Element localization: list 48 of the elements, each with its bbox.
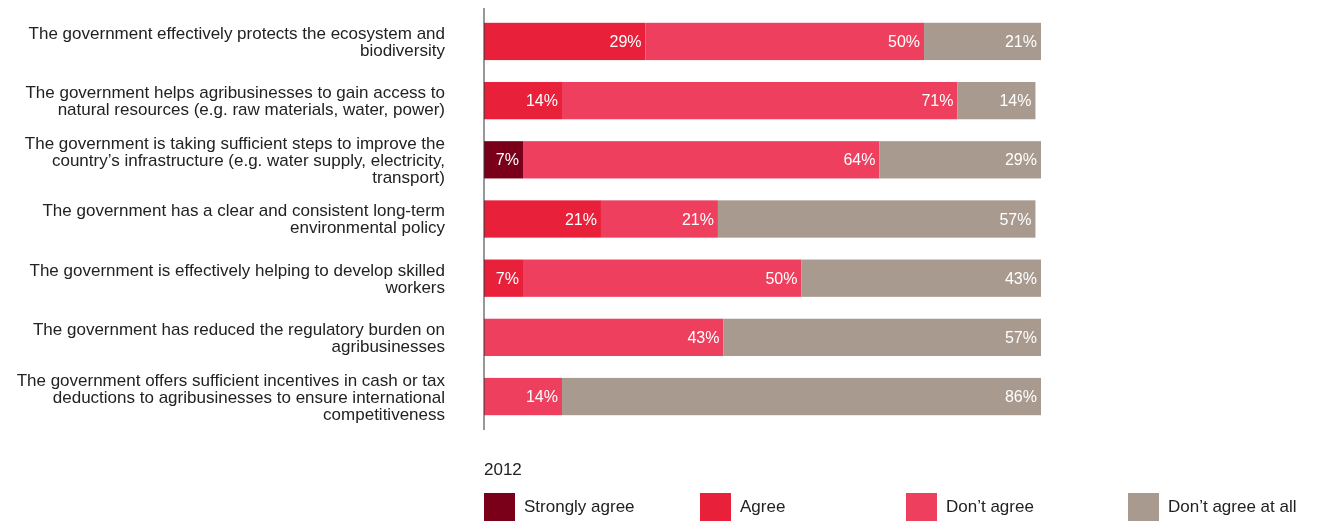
- bar: [723, 318, 1041, 357]
- bar: [717, 200, 1036, 238]
- bar: [561, 81, 958, 120]
- bar: [484, 200, 601, 238]
- y-tick-label: The government offers sufficient incentives in cash or tax deductions to agribusinesses to ensure international competitiveness: [16, 370, 446, 424]
- legend-title: 2012: [484, 460, 522, 479]
- data-label: 7%: [495, 151, 519, 169]
- legend-label: Don’t agree: [946, 497, 1034, 516]
- data-label: 21%: [564, 210, 597, 228]
- data-label: 7%: [495, 269, 519, 287]
- y-tick-label: The government helps agribusinesses to gain access to natural resources (e.g. raw materials, water, power): [25, 83, 445, 120]
- legend-label: Agree: [740, 497, 786, 516]
- bar: [522, 141, 880, 179]
- data-label: 21%: [681, 210, 714, 228]
- data-label: 14%: [999, 92, 1032, 110]
- bar: [522, 259, 802, 297]
- data-label: 57%: [1004, 328, 1037, 346]
- y-tick-label: The government has a clear and consistent long-term environmental policy: [42, 201, 446, 238]
- bar: [484, 377, 562, 416]
- data-label: 21%: [1004, 33, 1037, 51]
- data-label: 57%: [999, 210, 1032, 228]
- data-label: 50%: [888, 33, 921, 51]
- data-label: 64%: [843, 151, 876, 169]
- bar: [924, 22, 1041, 61]
- data-label: 86%: [1004, 388, 1037, 406]
- bar: [645, 22, 925, 61]
- bar: [600, 200, 718, 238]
- data-label: 71%: [921, 92, 954, 110]
- y-tick-label: The government is taking sufficient steps to improve the country’s infrastructure (e.g. water supply, electricity, transport): [24, 133, 445, 187]
- data-label: 43%: [1004, 269, 1037, 287]
- data-label: 14%: [525, 92, 558, 110]
- bar: [561, 377, 1041, 416]
- data-label: 29%: [1004, 151, 1037, 169]
- data-label: 29%: [609, 33, 642, 51]
- legend-label: Don’t agree at all: [1168, 497, 1297, 516]
- bar: [957, 81, 1036, 120]
- data-label: 14%: [525, 388, 558, 406]
- bar: [879, 141, 1041, 179]
- legend-label: Strongly agree: [524, 497, 635, 516]
- bar: [801, 259, 1041, 297]
- y-tick-label: The government is effectively helping to develop skilled workers: [29, 260, 445, 297]
- y-tick-label: The government has reduced the regulatory burden on agribusinesses: [32, 319, 445, 356]
- bar: [484, 81, 562, 120]
- bar: [484, 22, 646, 61]
- y-tick-label: The government effectively protects the ecosystem and biodiversity: [28, 23, 446, 60]
- bar: [484, 318, 724, 357]
- data-label: 43%: [687, 328, 720, 346]
- data-label: 50%: [765, 269, 798, 287]
